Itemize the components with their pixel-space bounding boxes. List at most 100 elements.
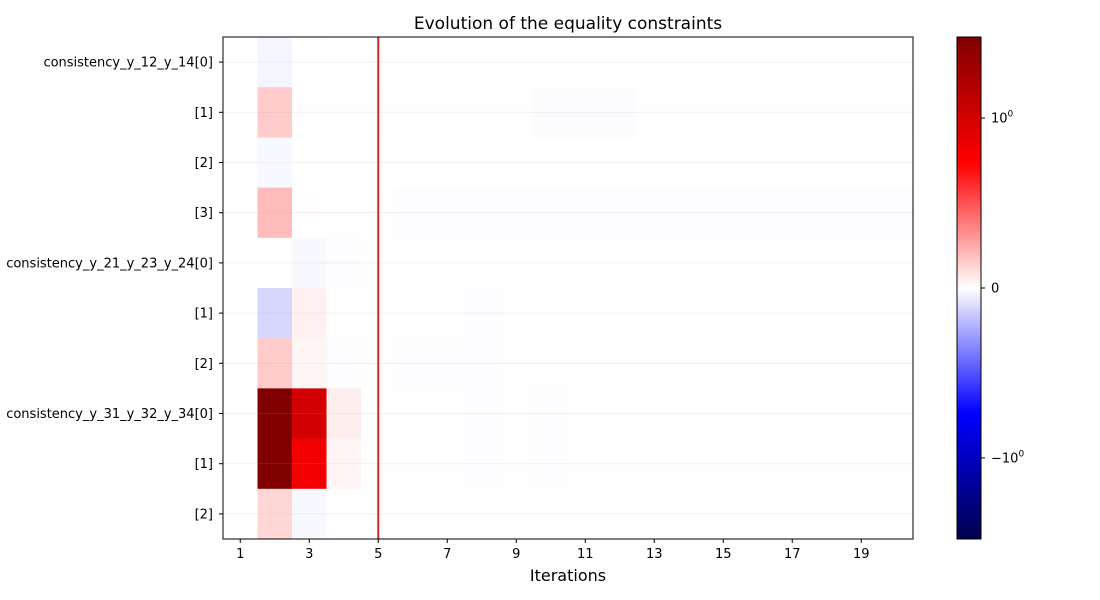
heatmap-cell xyxy=(292,488,328,540)
heatmap-cell xyxy=(533,388,569,440)
heatmap-cell xyxy=(671,87,707,138)
x-tick-label: 7 xyxy=(443,547,451,562)
heatmap-cell xyxy=(878,438,914,490)
heatmap-cell xyxy=(430,87,466,138)
heatmap-cell xyxy=(464,288,500,339)
heatmap-cell xyxy=(533,338,569,389)
heatmap-cell xyxy=(464,338,500,389)
heatmap-cell xyxy=(740,488,776,540)
heatmap-cell xyxy=(809,37,845,88)
heatmap-cell xyxy=(637,388,673,440)
heatmap-cell xyxy=(464,388,500,440)
x-tick-label: 19 xyxy=(853,547,870,562)
colorbar-tick-label: −100 xyxy=(991,449,1024,466)
heatmap-cell xyxy=(292,137,328,189)
y-tick-label: consistency_y_12_y_14[0] xyxy=(43,56,213,71)
y-tick-label: [2] xyxy=(195,156,213,171)
heatmap-cell xyxy=(326,137,362,189)
heatmap-cell xyxy=(637,237,673,289)
heatmap-cell xyxy=(395,338,431,389)
heatmap-cell xyxy=(844,488,880,540)
heatmap-cell xyxy=(430,438,466,490)
heatmap-cell xyxy=(395,237,431,289)
heatmap-cell xyxy=(602,388,638,440)
heatmap-cell xyxy=(499,37,535,88)
heatmap-cell xyxy=(568,438,604,490)
heatmap-cell xyxy=(878,338,914,389)
heatmap-cell xyxy=(740,37,776,88)
heatmap-cell xyxy=(223,87,259,138)
heatmap-cell xyxy=(706,288,742,339)
heatmap-cell xyxy=(671,488,707,540)
heatmap-cell xyxy=(602,37,638,88)
heatmap-cell xyxy=(706,187,742,239)
heatmap-cell xyxy=(809,438,845,490)
heatmap-cell xyxy=(326,488,362,540)
heatmap-cell xyxy=(809,488,845,540)
heatmap-cell xyxy=(499,288,535,339)
heatmap-cell xyxy=(637,288,673,339)
heatmap-cell xyxy=(602,488,638,540)
heatmap-cell xyxy=(706,237,742,289)
y-tick-label: consistency_y_31_y_32_y_34[0] xyxy=(6,407,213,422)
x-tick-label: 15 xyxy=(715,547,732,562)
heatmap-cell xyxy=(878,488,914,540)
heatmap-cell xyxy=(568,288,604,339)
heatmap-cell xyxy=(844,288,880,339)
heatmap-cell xyxy=(775,237,811,289)
heatmap-cell xyxy=(499,187,535,239)
heatmap-cell xyxy=(292,87,328,138)
heatmap-cell xyxy=(326,187,362,239)
heatmap-cell xyxy=(809,288,845,339)
heatmap-cell xyxy=(395,388,431,440)
heatmap-cell xyxy=(257,37,293,88)
heatmap-cell xyxy=(395,488,431,540)
heatmap-cell xyxy=(430,237,466,289)
heatmap-cell xyxy=(568,137,604,189)
heatmap-cell xyxy=(637,87,673,138)
heatmap-cell xyxy=(223,187,259,239)
heatmap-cell xyxy=(257,388,293,440)
heatmap-cell xyxy=(257,338,293,389)
heatmap-cell xyxy=(223,37,259,88)
heatmap-cell xyxy=(533,87,569,138)
heatmap-cell xyxy=(602,187,638,239)
heatmap-cell xyxy=(844,137,880,189)
heatmap-cell xyxy=(223,338,259,389)
heatmap-cell xyxy=(464,37,500,88)
heatmap-cell xyxy=(568,87,604,138)
heatmap-cell xyxy=(430,187,466,239)
heatmap-cell xyxy=(878,237,914,289)
heatmap-cell xyxy=(671,438,707,490)
heatmap-cell xyxy=(844,438,880,490)
heatmap-cell xyxy=(706,338,742,389)
heatmap-cell xyxy=(602,338,638,389)
heatmap-cell xyxy=(637,488,673,540)
heatmap-cell xyxy=(809,187,845,239)
heatmap-cell xyxy=(223,288,259,339)
y-tick-label: [2] xyxy=(195,507,213,522)
heatmap-cell xyxy=(257,438,293,490)
heatmap-cell xyxy=(775,388,811,440)
heatmap-cell xyxy=(568,187,604,239)
y-tick-label: [3] xyxy=(195,206,213,221)
heatmap-cell xyxy=(844,37,880,88)
x-tick-label: 13 xyxy=(646,547,663,562)
heatmap-cell xyxy=(533,288,569,339)
heatmap-cell xyxy=(637,438,673,490)
heatmap-cell xyxy=(533,488,569,540)
heatmap-cell xyxy=(878,388,914,440)
heatmap-cell xyxy=(464,237,500,289)
heatmap-cell xyxy=(464,87,500,138)
heatmap-cell xyxy=(568,338,604,389)
heatmap-cell xyxy=(775,488,811,540)
heatmap-cell xyxy=(292,338,328,389)
heatmap-cell xyxy=(257,187,293,239)
heatmap-cell xyxy=(706,488,742,540)
heatmap-cell xyxy=(740,338,776,389)
heatmap-cell xyxy=(499,388,535,440)
heatmap-cell xyxy=(740,237,776,289)
heatmap-cell xyxy=(706,37,742,88)
heatmap-cell xyxy=(878,37,914,88)
